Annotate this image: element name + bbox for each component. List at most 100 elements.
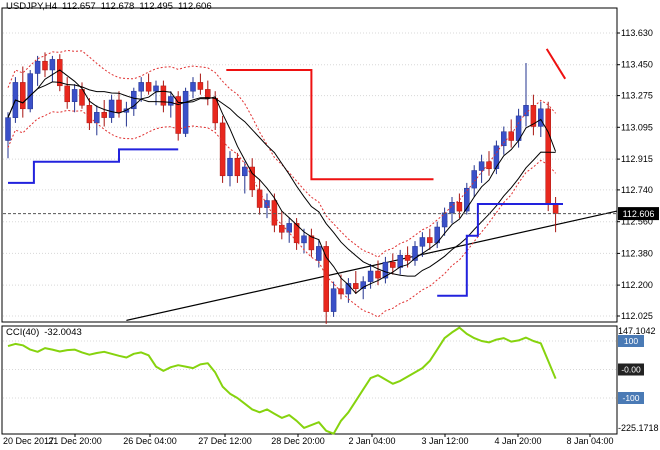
candle-body: [34, 60, 41, 74]
candle-body: [175, 96, 181, 134]
candle-body: [153, 85, 159, 92]
time-tick-label: 28 Dec 20:00: [271, 436, 325, 446]
candle-body: [205, 89, 211, 99]
cci-level-box: [618, 335, 644, 347]
candle-body: [382, 261, 389, 279]
trailing-stop-line: [437, 203, 563, 297]
candle-body: [397, 254, 403, 268]
cci-line: [7, 326, 557, 435]
candle-body: [227, 157, 233, 177]
ohlc-open: 112.657: [62, 1, 96, 12]
candle-body: [493, 145, 500, 169]
main-chart-pane[interactable]: [1, 7, 618, 323]
cci-level-label: 100: [624, 336, 638, 346]
price-tick-label: 112.380: [621, 248, 653, 258]
cci-level-label: -0.00: [621, 365, 641, 375]
candle-body: [219, 122, 226, 177]
candle-body: [330, 288, 337, 312]
ma-slow-line: [7, 81, 556, 277]
candle-body: [367, 270, 374, 282]
candle-body: [412, 246, 418, 261]
candle-body: [404, 254, 411, 261]
candle-body: [464, 187, 470, 212]
grid-lines: [3, 32, 616, 399]
trailing-stop-line: [545, 48, 567, 80]
candle-body: [27, 73, 33, 110]
candle-body: [116, 99, 122, 113]
candle-body: [160, 85, 167, 106]
candle-body: [316, 246, 322, 261]
candle-body: [242, 166, 248, 177]
candle-body: [286, 223, 292, 233]
candle-body: [190, 82, 196, 92]
cci-name: CCI(40): [6, 327, 40, 338]
price-tick-label: 112.915: [621, 154, 653, 164]
cci-level-box: [618, 392, 644, 404]
candle-body: [101, 112, 107, 118]
time-tick-label: 8 Jan 04:00: [566, 436, 613, 446]
chart-title-ohlc: USDJPY,H4 112.657 112.678 112.495 112.606: [6, 1, 217, 12]
time-tick-label: 27 Dec 12:00: [198, 436, 252, 446]
candle-body: [538, 108, 544, 127]
candle-body: [5, 117, 11, 141]
candle-body: [168, 96, 174, 106]
current-price-label: 112.606: [623, 209, 655, 219]
candle-body: [271, 200, 278, 226]
candle-body: [94, 112, 100, 124]
candle-body: [552, 203, 559, 214]
envelope-upper-line: [7, 49, 556, 258]
candle-body: [301, 235, 307, 244]
price-tick-label: 112.560: [621, 217, 653, 227]
ohlc-high: 112.678: [100, 1, 135, 12]
candle-body: [353, 283, 359, 289]
candle-body: [375, 270, 381, 279]
price-axis: 113.630 113.450 113.275 113.095 112.915 112.7…: [617, 28, 653, 321]
candle-body: [138, 82, 144, 92]
candle-body: [86, 105, 93, 124]
envelope-lower-line: [7, 109, 556, 318]
candle-body: [441, 212, 448, 228]
candle-body: [449, 202, 455, 214]
candle-body: [427, 237, 433, 244]
candlestick-series: [5, 52, 559, 324]
candle-body: [42, 60, 48, 71]
candle-body: [264, 200, 270, 208]
ma-fast-line: [7, 69, 557, 294]
candle-body: [471, 170, 477, 189]
trailing-stop-line: [226, 69, 434, 181]
candle-body: [249, 166, 255, 191]
candle-body: [131, 90, 137, 110]
candle-body: [234, 157, 241, 177]
candle-body: [108, 99, 115, 118]
symbol-timeframe: USDJPY,H4: [6, 1, 58, 12]
time-tick-label: 4 Jan 20:00: [494, 436, 541, 446]
candle-body: [256, 189, 263, 208]
candle-body: [419, 237, 426, 247]
candle-body: [508, 131, 514, 141]
candle-body: [57, 59, 63, 87]
price-tick-label: 113.450: [621, 60, 653, 70]
candle-body: [360, 281, 366, 289]
candle-body: [501, 131, 507, 147]
candle-body: [64, 85, 70, 103]
candle-body: [182, 90, 189, 134]
candle-body: [345, 283, 352, 295]
price-tick-label: 113.095: [621, 122, 653, 132]
time-tick-label: 21 Dec 20:00: [48, 436, 102, 446]
time-tick-label: 20 Dec 2017: [3, 436, 54, 446]
candle-body: [308, 235, 315, 251]
candle-body: [293, 223, 300, 244]
candle-body: [197, 82, 204, 90]
cci-level-label: -100: [622, 393, 639, 403]
cci-indicator-label: CCI(40) -32.0043: [6, 327, 87, 338]
cci-value: -32.0043: [44, 327, 82, 338]
time-tick-label: 2 Jan 04:00: [348, 436, 395, 446]
price-tick-label: 112.025: [621, 311, 653, 321]
candle-body: [71, 89, 78, 102]
trailing-stop-line: [8, 148, 179, 184]
candle-body: [523, 105, 529, 117]
cci-pane[interactable]: [1, 325, 618, 435]
